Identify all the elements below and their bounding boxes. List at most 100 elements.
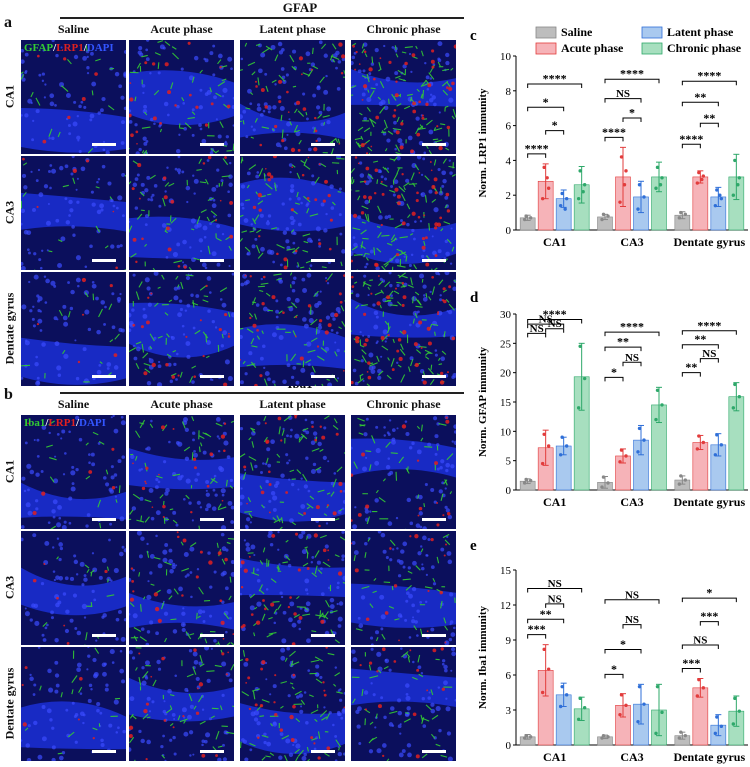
scale-bar — [311, 518, 335, 521]
significance-label: * — [620, 637, 626, 651]
data-point — [701, 440, 706, 445]
significance-label: NS — [625, 614, 639, 626]
legend-swatch — [641, 42, 663, 55]
data-point — [701, 174, 706, 178]
scale-bar — [422, 375, 446, 378]
significance-bracket — [604, 376, 624, 382]
micrograph-texture — [21, 274, 126, 386]
significance-bracket — [527, 634, 547, 639]
significance-label: *** — [682, 656, 700, 670]
scale-bar — [200, 518, 224, 521]
data-point — [564, 196, 569, 201]
significance-bracket — [681, 143, 701, 149]
micrograph-texture — [129, 156, 234, 270]
data-point — [713, 203, 718, 208]
x-category-label: CA1 — [543, 235, 566, 249]
data-point — [576, 196, 581, 201]
data-point — [660, 710, 664, 715]
panel_a-micrograph-tile — [21, 272, 126, 386]
data-point — [697, 170, 701, 175]
panel_b-stain-label: Iba1/LRP1/DAPI — [24, 417, 106, 429]
data-point — [618, 460, 622, 464]
y-tick-label: 3 — [506, 705, 512, 717]
micrograph-texture — [240, 272, 345, 386]
x-category-label: Dentate gyrus — [674, 495, 746, 509]
scale-bar — [92, 375, 116, 378]
panel_a-micrograph-tile — [240, 272, 345, 386]
significance-label: NS — [693, 635, 707, 647]
panel_a-row-head-0: CA1 — [2, 84, 17, 109]
significance-label: NS — [625, 589, 639, 601]
significance-bracket — [681, 372, 701, 377]
significance-label: NS — [530, 323, 544, 335]
significance-bracket — [527, 323, 565, 329]
significance-label: * — [611, 662, 617, 676]
data-point — [697, 434, 701, 438]
y-tick-label: 20 — [500, 368, 512, 380]
panel_a-row-head-2: Dentate gyrus — [2, 292, 17, 365]
data-point — [677, 736, 682, 740]
significance-bracket — [699, 358, 719, 363]
data-point — [655, 165, 660, 170]
panel_a-micrograph-tile — [129, 272, 234, 386]
data-point — [683, 212, 688, 217]
significance-label: **** — [697, 318, 721, 332]
significance-bracket — [604, 599, 660, 604]
data-point — [655, 684, 660, 689]
x-category-label: Dentate gyrus — [674, 750, 746, 764]
data-point — [542, 647, 546, 652]
data-point — [578, 344, 582, 348]
y-tick-label: 9 — [506, 635, 512, 647]
significance-bracket — [604, 346, 642, 352]
significance-bracket — [622, 361, 642, 367]
panel_a-micrograph-tile — [129, 40, 234, 154]
panel-a-letter: a — [4, 14, 12, 31]
significance-bracket — [604, 98, 642, 103]
panel-a-title-rule — [60, 17, 464, 19]
panel_b-micrograph-tile — [129, 415, 234, 529]
data-point — [731, 193, 736, 197]
data-point — [601, 733, 606, 738]
significance-bracket — [527, 332, 547, 338]
stain-label-part: LRP1 — [48, 417, 76, 429]
significance-label: **** — [525, 141, 549, 155]
micrograph-texture — [21, 415, 126, 529]
panel_b-col-head-2: Latent phase — [259, 397, 326, 411]
micrograph-texture — [240, 647, 345, 761]
data-point — [715, 188, 719, 192]
data-point — [736, 183, 740, 187]
data-point — [542, 165, 546, 170]
micrograph-texture — [351, 531, 456, 645]
data-point — [576, 717, 581, 722]
data-point — [637, 426, 642, 431]
panel_b-row-head-1: CA3 — [2, 575, 17, 600]
data-point — [540, 196, 545, 201]
significance-label: **** — [620, 67, 644, 81]
significance-label: ** — [685, 360, 697, 374]
data-point — [697, 677, 701, 682]
stain-label-part: / — [45, 417, 49, 429]
legend-swatch — [535, 26, 557, 39]
data-point — [718, 193, 722, 197]
scale-bar — [311, 259, 335, 262]
data-point — [581, 190, 585, 194]
panel_b-micrograph-tile — [351, 647, 456, 761]
data-point — [600, 485, 604, 489]
data-point — [522, 217, 527, 222]
significance-bracket — [681, 597, 737, 603]
y-tick-label: 2 — [506, 190, 512, 202]
micrograph-texture — [21, 533, 126, 645]
data-point — [713, 731, 718, 736]
data-point — [679, 210, 683, 215]
data-point — [654, 731, 658, 736]
data-point — [619, 155, 624, 159]
data-point — [701, 686, 706, 690]
scale-bar — [92, 143, 116, 146]
micrograph-texture — [351, 41, 456, 154]
data-point — [695, 447, 700, 451]
panel_a-micrograph-tile — [129, 156, 234, 270]
micrograph-texture — [351, 647, 456, 761]
data-point — [582, 183, 587, 187]
data-point — [546, 444, 551, 448]
data-point — [642, 702, 646, 706]
